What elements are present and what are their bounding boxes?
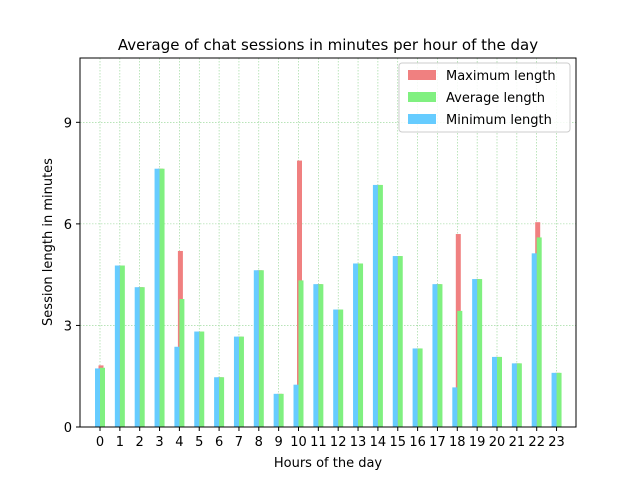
bar-average <box>139 287 145 427</box>
bar-average <box>397 256 403 427</box>
legend: Maximum length Average length Minimum leng… <box>398 62 571 133</box>
x-tick-label: 21 <box>509 435 526 450</box>
bar-minimum <box>432 284 438 427</box>
bars <box>95 160 562 427</box>
y-tick-label: 6 <box>64 218 72 233</box>
legend-label: Maximum length <box>446 69 556 84</box>
bar-minimum <box>293 384 299 427</box>
bar-average <box>477 279 483 427</box>
bar-average <box>516 363 522 427</box>
bar-minimum <box>214 377 220 427</box>
legend-swatch <box>408 92 436 102</box>
y-tick-label: 3 <box>64 319 72 334</box>
bar-minimum <box>114 265 120 427</box>
bar-average <box>377 184 383 427</box>
y-tick-label: 9 <box>64 116 72 131</box>
bar-minimum <box>372 184 378 427</box>
bar-minimum <box>333 309 339 427</box>
bar-minimum <box>233 336 239 427</box>
x-tick-label: 9 <box>275 435 283 450</box>
bar-average <box>278 393 284 427</box>
bar-average <box>159 168 165 427</box>
bar-minimum <box>511 363 517 427</box>
x-tick-label: 7 <box>235 435 243 450</box>
legend-label: Minimum length <box>446 113 552 128</box>
chart-title: Average of chat sessions in minutes per … <box>118 36 538 54</box>
plot-frame <box>79 57 577 428</box>
bar-average <box>338 309 344 427</box>
bar-average <box>199 331 205 427</box>
x-tick-label: 2 <box>136 435 144 450</box>
y-tick-label: 0 <box>64 421 72 436</box>
bar-average <box>437 284 443 427</box>
bar-average <box>457 310 463 427</box>
bar-average <box>119 265 125 427</box>
bar-average <box>318 284 324 427</box>
bar-minimum <box>174 346 180 427</box>
x-tick-label: 14 <box>370 435 387 450</box>
bar-average <box>179 299 185 427</box>
bar-minimum <box>313 284 319 427</box>
bar-minimum <box>531 253 537 427</box>
bar-minimum <box>472 279 478 427</box>
x-tick-label: 19 <box>469 435 486 450</box>
bar-minimum <box>95 368 100 427</box>
bar-average <box>100 367 105 427</box>
bar-minimum <box>253 270 259 427</box>
x-tick-label: 15 <box>389 435 406 450</box>
bar-average <box>536 237 542 427</box>
x-tick-label: 12 <box>330 435 347 450</box>
bar-average <box>238 336 244 427</box>
x-axis-ticks: 0 1 2 3 4 5 6 7 8 9 10 11 12 13 14 15 16 17 18 19 20 21 22 23 <box>96 427 565 450</box>
bar-average <box>219 377 225 427</box>
y-axis-label: Session length in minutes <box>41 158 56 326</box>
bar-minimum <box>194 331 200 427</box>
bar-minimum <box>412 348 418 427</box>
bar-average <box>556 372 562 427</box>
x-tick-label: 3 <box>155 435 163 450</box>
x-tick-label: 22 <box>528 435 545 450</box>
x-tick-label: 20 <box>489 435 506 450</box>
legend-swatch <box>408 114 436 124</box>
legend-box <box>398 62 571 133</box>
bar-average <box>258 270 264 427</box>
x-axis-label: Hours of the day <box>274 456 383 471</box>
bar-minimum <box>392 256 398 427</box>
bar-average <box>298 280 304 427</box>
x-tick-label: 4 <box>175 435 183 450</box>
x-tick-label: 5 <box>195 435 203 450</box>
bar-average <box>417 348 423 427</box>
x-tick-label: 13 <box>350 435 367 450</box>
bar-minimum <box>452 387 458 427</box>
x-tick-label: 10 <box>290 435 307 450</box>
bar-average <box>497 356 502 427</box>
bar-minimum <box>551 372 557 427</box>
legend-label: Average length <box>446 91 545 106</box>
bar-minimum <box>273 393 279 427</box>
bar-average <box>358 263 364 427</box>
x-tick-label: 23 <box>548 435 565 450</box>
y-axis-ticks: 0 3 6 9 <box>64 116 80 436</box>
x-tick-label: 8 <box>255 435 263 450</box>
bar-minimum <box>492 356 497 427</box>
legend-swatch <box>408 70 436 80</box>
bar-minimum <box>353 263 359 427</box>
x-tick-label: 17 <box>429 435 446 450</box>
bar-minimum <box>154 168 160 427</box>
x-tick-label: 18 <box>449 435 466 450</box>
x-tick-label: 6 <box>215 435 223 450</box>
x-tick-label: 0 <box>96 435 104 450</box>
x-tick-label: 1 <box>116 435 124 450</box>
x-tick-label: 11 <box>310 435 327 450</box>
bar-minimum <box>134 287 140 427</box>
x-tick-label: 16 <box>409 435 426 450</box>
